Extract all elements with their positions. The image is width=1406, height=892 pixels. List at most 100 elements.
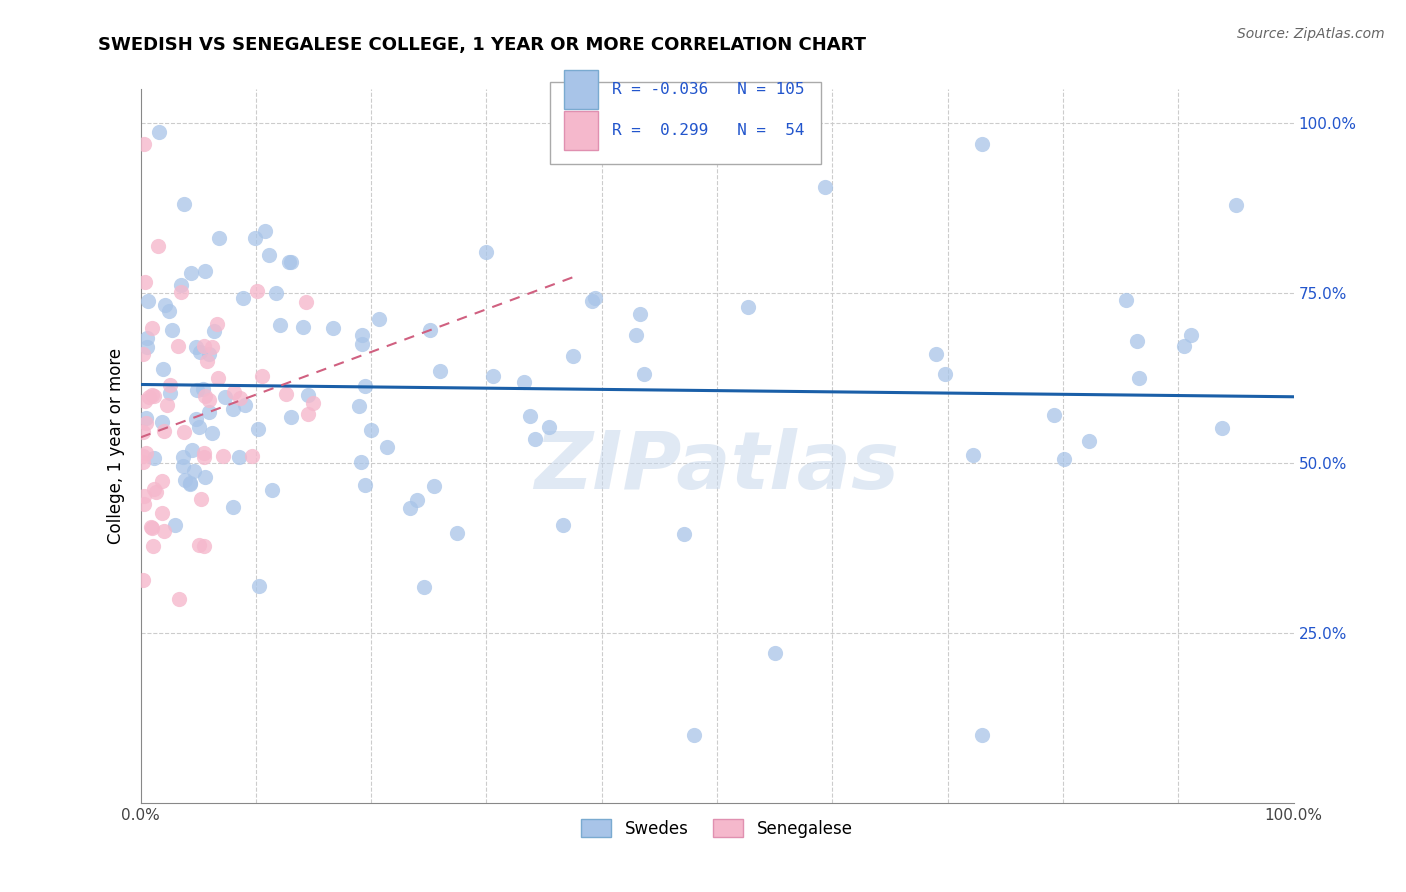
Point — [142, 389, 165, 403]
Point — [172, 459, 194, 474]
Point — [132, 425, 155, 440]
Point — [583, 291, 606, 305]
Point — [934, 367, 956, 381]
Point — [222, 500, 245, 515]
Point — [193, 539, 215, 553]
Point — [246, 422, 269, 436]
Point — [481, 369, 503, 384]
Point — [198, 347, 221, 361]
Point — [205, 317, 228, 331]
Text: R = -0.036   N = 105: R = -0.036 N = 105 — [612, 82, 804, 96]
Point — [347, 399, 370, 413]
Point — [152, 524, 174, 538]
Point — [180, 266, 202, 280]
Point — [132, 347, 155, 361]
Point — [208, 231, 231, 245]
Point — [1053, 452, 1076, 467]
Point — [972, 136, 994, 151]
Point — [413, 580, 436, 594]
Point — [190, 344, 212, 359]
Point — [262, 483, 284, 497]
Point — [180, 443, 202, 458]
Point — [134, 497, 156, 511]
Point — [962, 448, 984, 462]
Point — [633, 368, 655, 382]
Point — [322, 320, 344, 334]
Point — [1180, 328, 1202, 343]
Point — [561, 350, 583, 364]
Text: Source: ZipAtlas.com: Source: ZipAtlas.com — [1237, 27, 1385, 41]
Point — [179, 476, 201, 491]
Point — [170, 285, 193, 300]
Point — [146, 238, 169, 252]
Point — [737, 301, 759, 315]
Point — [628, 306, 651, 320]
Point — [1225, 198, 1247, 212]
Point — [150, 415, 173, 429]
Point — [277, 255, 299, 269]
Point — [136, 331, 159, 345]
Point — [194, 264, 217, 278]
Point — [132, 136, 155, 151]
Text: ZIPatlas: ZIPatlas — [534, 428, 900, 507]
Point — [153, 424, 176, 438]
Point — [398, 501, 420, 516]
Point — [429, 364, 451, 378]
Point — [159, 385, 181, 400]
Point — [156, 398, 179, 412]
Point — [170, 277, 193, 292]
Point — [173, 197, 195, 211]
Point — [135, 446, 157, 460]
Point — [134, 393, 156, 408]
Point — [222, 401, 245, 416]
Point — [247, 579, 270, 593]
Point — [814, 180, 837, 194]
Point — [254, 224, 277, 238]
Point — [524, 432, 547, 446]
Point — [972, 728, 994, 742]
Point — [297, 407, 319, 421]
Point — [1128, 371, 1150, 385]
Point — [202, 324, 225, 338]
Point — [672, 527, 695, 541]
Point — [232, 291, 254, 305]
Point — [173, 425, 195, 440]
Point — [201, 339, 224, 353]
Point — [150, 506, 173, 520]
Point — [143, 482, 166, 496]
Point — [1078, 434, 1101, 448]
Point — [352, 337, 374, 351]
Point — [165, 517, 187, 532]
Point — [353, 379, 375, 393]
Point — [368, 311, 391, 326]
Bar — [564, 70, 599, 109]
Point — [145, 485, 167, 500]
Point — [419, 324, 441, 338]
Point — [224, 384, 246, 399]
Point — [193, 445, 215, 459]
Point — [353, 477, 375, 491]
Point — [212, 449, 235, 463]
Point — [683, 728, 706, 742]
Legend: Swedes, Senegalese: Swedes, Senegalese — [575, 813, 859, 845]
Point — [132, 573, 155, 587]
Point — [193, 339, 215, 353]
Point — [553, 518, 575, 533]
Point — [250, 368, 273, 383]
Point — [183, 464, 205, 478]
Point — [763, 646, 786, 660]
Point — [474, 244, 496, 259]
Point — [246, 284, 269, 298]
Point — [350, 454, 373, 468]
Point — [132, 489, 155, 503]
Point — [132, 455, 155, 469]
Point — [292, 320, 315, 334]
Point — [141, 388, 163, 402]
Point — [173, 473, 195, 487]
Point — [159, 377, 181, 392]
Point — [924, 346, 946, 360]
Point — [179, 477, 201, 491]
Point — [1211, 421, 1233, 435]
Point — [197, 393, 219, 408]
Point — [136, 294, 159, 309]
